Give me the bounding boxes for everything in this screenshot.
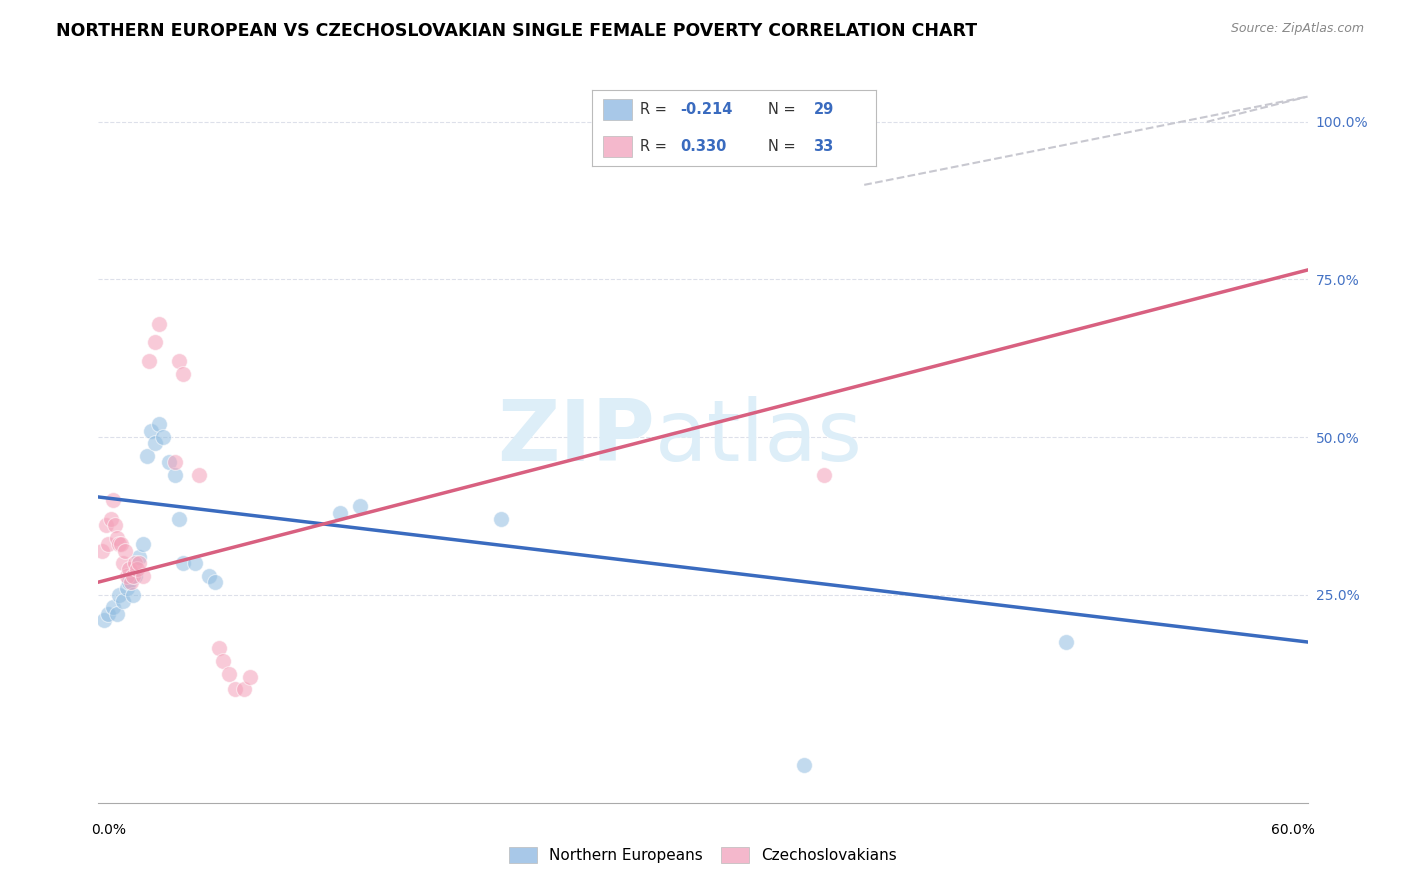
Point [105,607,128,621]
Point [132,537,155,551]
Point [148,317,170,331]
Point [163,467,186,482]
Text: 60.0%: 60.0% [1271,823,1315,837]
Point [91,543,114,558]
Point [218,666,240,681]
Point [114,543,136,558]
Point [128,556,150,570]
Point [101,493,124,508]
Point [138,354,160,368]
Point [204,575,226,590]
Point [163,455,186,469]
Point [813,467,835,482]
Point [118,562,141,576]
Point [103,518,125,533]
Point [143,335,166,350]
Point [157,455,180,469]
Text: ZIP: ZIP [496,395,655,479]
Point [184,556,207,570]
Point [101,600,124,615]
Point [152,430,174,444]
Point [135,449,157,463]
Point [793,758,815,772]
Legend: Northern Europeans, Czechoslovakians: Northern Europeans, Czechoslovakians [502,839,904,871]
Point [115,582,138,596]
Point [107,537,129,551]
Point [148,417,170,432]
Point [167,354,190,368]
Text: Source: ZipAtlas.com: Source: ZipAtlas.com [1230,22,1364,36]
Point [107,588,129,602]
Point [198,569,221,583]
Point [139,424,162,438]
Point [224,682,246,697]
Point [239,670,262,684]
Point [110,537,132,551]
Point [143,436,166,450]
Point [105,531,128,545]
Point [128,549,150,564]
Point [349,500,371,514]
Point [212,654,235,668]
Point [232,682,254,697]
Point [115,569,138,583]
Point [93,613,115,627]
Point [97,607,120,621]
Point [120,575,142,590]
Point [188,467,211,482]
Point [208,641,231,656]
Text: 0.0%: 0.0% [91,823,127,837]
Text: NORTHERN EUROPEAN VS CZECHOSLOVAKIAN SINGLE FEMALE POVERTY CORRELATION CHART: NORTHERN EUROPEAN VS CZECHOSLOVAKIAN SIN… [56,22,977,40]
Point [172,556,194,570]
Point [125,562,148,576]
Point [97,537,120,551]
Point [100,512,122,526]
Text: atlas: atlas [655,395,863,479]
Point [121,569,143,583]
Point [96,518,118,533]
Point [124,556,146,570]
Point [118,575,141,590]
Point [1054,635,1077,649]
Point [124,569,146,583]
Point [111,556,134,570]
Point [491,512,513,526]
Point [172,367,194,381]
Point [111,594,134,608]
Point [329,506,352,520]
Point [167,512,190,526]
Point [121,588,143,602]
Point [132,569,155,583]
